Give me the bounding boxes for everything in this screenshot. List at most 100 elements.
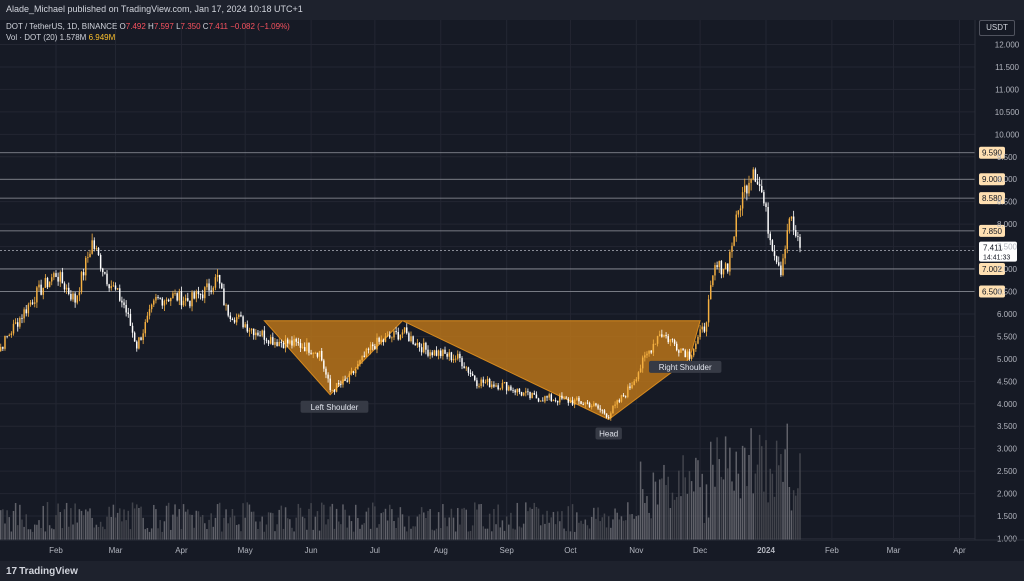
candle-body	[267, 340, 270, 344]
candle-body	[340, 384, 342, 386]
time-axis[interactable]: Feb Mar Apr May Jun Jul Aug Sep Oct Nov Dec 2024 Feb…	[0, 539, 1024, 555]
countdown-label: 14:41:33	[983, 255, 1010, 262]
volume-bar	[514, 529, 516, 540]
volume-bar	[588, 528, 591, 540]
candle-body	[665, 335, 667, 337]
volume-bar	[478, 504, 480, 540]
candle-body	[548, 394, 550, 398]
candle-body	[199, 294, 202, 295]
volume-bar	[584, 519, 587, 540]
close-label: C	[202, 22, 209, 31]
candle-body	[197, 291, 200, 295]
volume-bar	[748, 454, 750, 540]
candle-body	[121, 300, 123, 303]
candle-body	[263, 330, 266, 340]
volume-bar	[767, 502, 769, 540]
y-tick-label: 6.000	[997, 310, 1018, 319]
volume-bar	[280, 505, 283, 540]
candle-body	[195, 291, 198, 299]
volume-bar	[89, 508, 91, 540]
volume-bar	[218, 502, 221, 540]
candle-body	[561, 395, 563, 399]
volume-bar	[531, 508, 533, 540]
y-tick-label: 1.500	[997, 512, 1018, 521]
candle-body	[129, 313, 132, 326]
candle-body	[750, 179, 752, 183]
volume-bar	[599, 521, 601, 540]
volume-bar	[59, 512, 61, 540]
candle-body	[184, 298, 187, 301]
price-axis[interactable]: 12.000 11.500 11.000 10.500 10.000 9.500 9.000…	[974, 20, 1020, 544]
candle-body	[616, 400, 618, 405]
volume-bar	[365, 511, 368, 540]
candle-body	[446, 353, 448, 357]
candle-body	[542, 400, 544, 402]
volume-bar	[724, 436, 727, 540]
candle-body	[306, 342, 308, 352]
candle-body	[382, 339, 385, 342]
candle-body	[440, 350, 442, 357]
volume-bar	[308, 508, 310, 540]
candle-body	[637, 372, 640, 380]
volume-bar	[314, 516, 317, 540]
volume-bar	[729, 447, 731, 540]
volume-bar	[763, 491, 765, 540]
volume-bar	[450, 508, 453, 540]
candle-body	[529, 391, 531, 399]
candle-body	[408, 333, 410, 342]
candle-body	[301, 347, 304, 348]
volume-bar	[10, 531, 13, 540]
volume-bar	[408, 516, 410, 540]
level-tag-label: 8.580	[982, 194, 1003, 203]
volume-bar	[733, 490, 735, 540]
volume-label[interactable]: Vol · DOT (20)	[6, 33, 58, 42]
candle-body	[620, 395, 623, 402]
y-tick-label: 8.500	[997, 198, 1018, 207]
candle-body	[567, 398, 570, 403]
y-tick-label: 11.000	[995, 85, 1019, 94]
volume-bar	[761, 446, 763, 540]
volume-bar	[646, 496, 648, 540]
volume-bar	[605, 527, 608, 540]
candle-body	[482, 379, 485, 383]
candle-body	[97, 248, 100, 256]
tradingview-logo[interactable]: 17 TradingView	[6, 566, 78, 577]
volume-bar	[201, 515, 204, 540]
volume-bar	[272, 513, 274, 540]
volume-bar	[82, 515, 85, 540]
candle-body	[189, 300, 191, 307]
candle-body	[499, 388, 502, 390]
candle-body	[8, 335, 10, 337]
candle-body	[525, 391, 527, 393]
volume-bar	[371, 502, 374, 540]
volume-bar	[233, 515, 236, 540]
volume-bar	[686, 493, 689, 540]
volume-bar	[718, 459, 720, 540]
volume-bar	[712, 464, 714, 540]
candle-body	[546, 396, 548, 398]
volume-bar	[503, 530, 506, 540]
currency-button[interactable]: USDT	[979, 20, 1015, 36]
candle-body	[55, 273, 57, 277]
candle-body	[618, 400, 621, 402]
candle-body	[346, 380, 348, 382]
volume-bar	[680, 496, 682, 540]
volume-bar	[671, 492, 674, 540]
candle-body	[729, 251, 731, 272]
x-tick-label: Aug	[434, 546, 448, 555]
volume-bar	[25, 514, 27, 540]
candle-body	[590, 405, 593, 408]
volume-bar	[74, 503, 76, 540]
candle-body	[790, 216, 793, 219]
volume-bar	[242, 503, 244, 540]
level-tag	[979, 146, 1005, 159]
candle-body	[85, 257, 87, 276]
volume-bar	[61, 528, 64, 540]
candle-body	[36, 287, 38, 303]
symbol-label[interactable]: DOT / TetherUS, 1D, BINANCE	[6, 22, 118, 31]
volume-bar	[129, 529, 132, 540]
volume-bar	[493, 508, 495, 540]
candle-body	[741, 192, 744, 209]
volume-bar	[673, 499, 676, 540]
